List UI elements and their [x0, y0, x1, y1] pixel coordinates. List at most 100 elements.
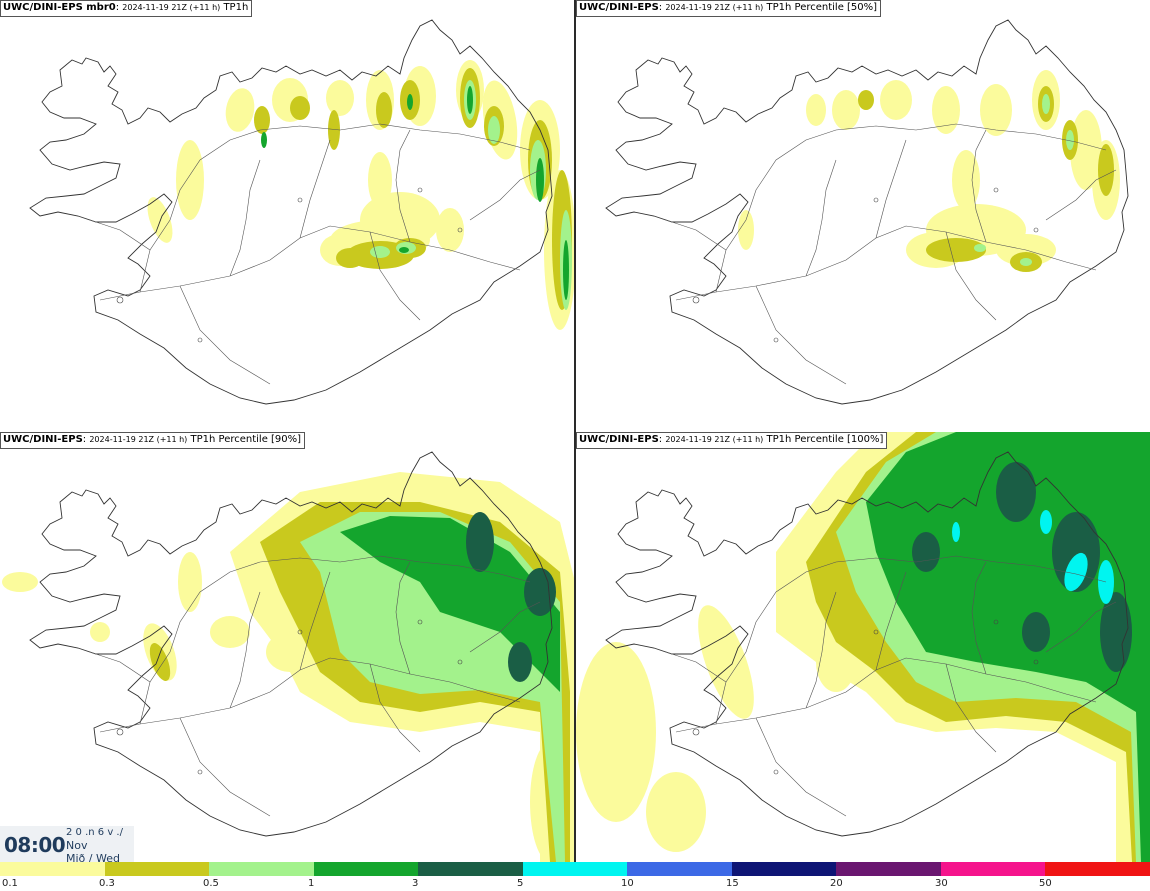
legend-swatch — [940, 862, 1046, 876]
road-line — [139, 555, 531, 725]
precip-area — [1098, 144, 1114, 196]
precip-area — [1064, 552, 1088, 592]
lake-outline — [993, 619, 999, 625]
road-line — [755, 285, 847, 385]
precip-area — [524, 568, 556, 616]
precip-area — [340, 516, 560, 692]
panel-title-separator: : — [658, 434, 663, 445]
precip-area — [467, 86, 473, 114]
legend-swatch — [313, 862, 419, 876]
valid-date-line1: 2 0 .n 6 v ./ — [66, 827, 123, 838]
road-line — [971, 561, 987, 675]
precip-area — [1022, 612, 1050, 652]
road-line — [299, 571, 331, 671]
panel-title-separator: : — [658, 2, 663, 13]
precip-area — [952, 522, 960, 542]
precip-layer — [147, 60, 575, 330]
panel-model-label: UWC/DINI-EPS — [3, 434, 83, 445]
lake-outline — [417, 619, 423, 625]
road-line — [369, 663, 421, 753]
legend-swatch — [731, 862, 837, 876]
iceland-coastline — [605, 451, 1129, 837]
roads — [665, 123, 1117, 385]
precip-area — [974, 244, 986, 252]
panel-time-label: 2024-11-19 21Z (+11 h) — [665, 435, 764, 444]
precip-area — [178, 552, 202, 612]
lake-outline — [417, 187, 423, 193]
road-line — [715, 555, 1107, 725]
iceland-coastline — [605, 19, 1129, 405]
precip-area — [996, 462, 1036, 522]
precip-area — [225, 88, 255, 132]
legend-swatch — [0, 862, 105, 876]
lake-outline — [457, 659, 463, 665]
precip-area — [980, 84, 1012, 136]
panel-field-label: TP1h Percentile [100%] — [766, 434, 884, 445]
lake-outline — [692, 728, 700, 736]
precip-area — [1052, 512, 1100, 592]
valid-time: 08:00 — [4, 833, 66, 857]
panel-title: UWC/DINI-EPS mbr0: 2024-11-19 21Z (+11 h… — [0, 0, 253, 17]
road-line — [755, 717, 847, 817]
precip-map-p50 — [605, 19, 1129, 405]
precip-layer — [738, 70, 1120, 272]
coastline — [605, 19, 1129, 405]
road-line — [971, 129, 987, 243]
precip-area — [328, 110, 340, 150]
road-line — [715, 123, 1107, 293]
road-line — [665, 219, 727, 251]
panel-field-label: TP1h Percentile [50%] — [766, 2, 878, 13]
precip-area — [880, 80, 912, 120]
panel-field-label: TP1h — [223, 2, 249, 13]
panel-time-label: 2024-11-19 21Z (+11 h) — [122, 3, 221, 12]
legend-tick-label: 10 — [621, 878, 634, 889]
legend-swatch — [209, 862, 314, 876]
legend-tick-label: 3 — [412, 878, 419, 889]
road-line — [395, 129, 411, 243]
precip-area — [399, 247, 409, 253]
lake-outline — [297, 197, 303, 203]
road-line — [179, 285, 271, 385]
precip-map-p100 — [576, 432, 1150, 862]
roads — [89, 555, 541, 817]
precip-area — [912, 532, 940, 572]
precip-area — [336, 248, 364, 268]
road-line — [665, 651, 727, 683]
precip-area — [290, 96, 310, 120]
panel-time-label: 2024-11-19 21Z (+11 h) — [665, 3, 764, 12]
precip-area — [1040, 510, 1052, 534]
precip-area — [932, 86, 960, 134]
precip-legend: 0.1 0.3 0.5 1 3 5 10 15 20 30 50 — [0, 862, 1150, 891]
precip-area — [176, 140, 204, 220]
precip-area — [1020, 258, 1032, 266]
precip-area — [832, 90, 860, 130]
precip-area — [698, 605, 754, 719]
legend-swatch — [522, 862, 628, 876]
precip-area — [563, 240, 569, 300]
legend-tick-label: 50 — [1039, 878, 1052, 889]
panel-field-label: TP1h Percentile [90%] — [190, 434, 302, 445]
valid-date: 2 0 .n 6 v ./ Nov Mið / Wed — [66, 826, 123, 865]
precip-area — [488, 116, 500, 144]
legend-tick-label: 0.3 — [99, 878, 115, 889]
road-line — [395, 561, 411, 675]
legend-swatch — [418, 862, 523, 876]
road-line — [1045, 169, 1117, 221]
precip-area — [90, 622, 110, 642]
legend-tick-label: 1 — [308, 878, 315, 889]
road-line — [299, 139, 331, 239]
panel-model-label: UWC/DINI-EPS — [579, 2, 659, 13]
precip-layer — [2, 472, 575, 862]
road-line — [945, 663, 997, 753]
precip-area — [576, 642, 656, 822]
road-line — [89, 651, 151, 683]
precip-area — [858, 90, 874, 110]
road-line — [875, 139, 907, 239]
precip-area — [508, 642, 532, 682]
roads — [665, 555, 1117, 817]
legend-swatch — [104, 862, 210, 876]
lake-outline — [773, 337, 779, 343]
legend-swatch — [836, 862, 941, 876]
precip-area — [1100, 592, 1132, 672]
road-line — [945, 231, 997, 321]
